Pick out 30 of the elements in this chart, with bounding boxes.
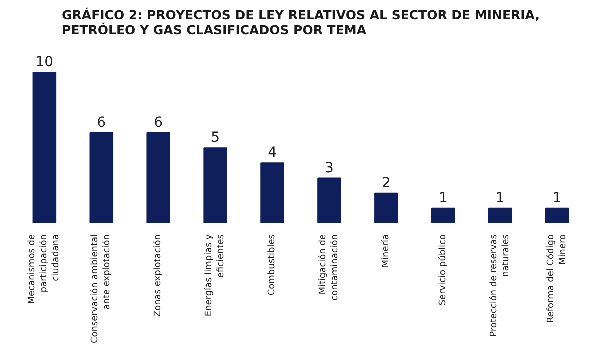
x-tick-label: Reforma del Código Minero [545,234,568,324]
chart-title: GRÁFICO 2: PROYECTOS DE LEY RELATIVOS AL SECTOR DE MINERIA, PETRÓLEO Y GAS CLASIFICADOS POR TEMA [62,8,540,38]
x-tick-label: Combustibles [268,234,278,296]
bar [90,132,114,224]
data-label: 1 [552,190,562,206]
bar [260,162,284,224]
data-label: 1 [438,190,448,206]
bar [432,208,456,224]
bar [146,132,170,224]
x-tick-label: Servicio público [437,234,448,306]
data-label: 1 [496,190,505,206]
x-tick-label: Energías limpias y eficientes [204,234,227,317]
bar [204,148,228,224]
data-label: 4 [268,145,278,162]
x-tick-label: Mitigación de contaminación [317,234,340,301]
bar [318,178,342,224]
data-label: 5 [211,130,220,146]
bar [32,72,57,224]
x-tick-label: Zonas explotación [152,234,164,318]
bar [374,192,398,224]
x-tick-label: Minería [380,234,392,268]
x-tick-label: Protección de reservas naturales [488,234,512,337]
bar [488,208,512,224]
x-tick-label: Mecanismos de participación ciudadana [28,234,62,304]
data-label: 10 [36,54,54,71]
data-label: 3 [325,160,334,176]
data-label: 2 [382,175,391,192]
data-label: 6 [154,115,164,131]
data-label: 6 [97,115,106,131]
bar [545,208,570,224]
